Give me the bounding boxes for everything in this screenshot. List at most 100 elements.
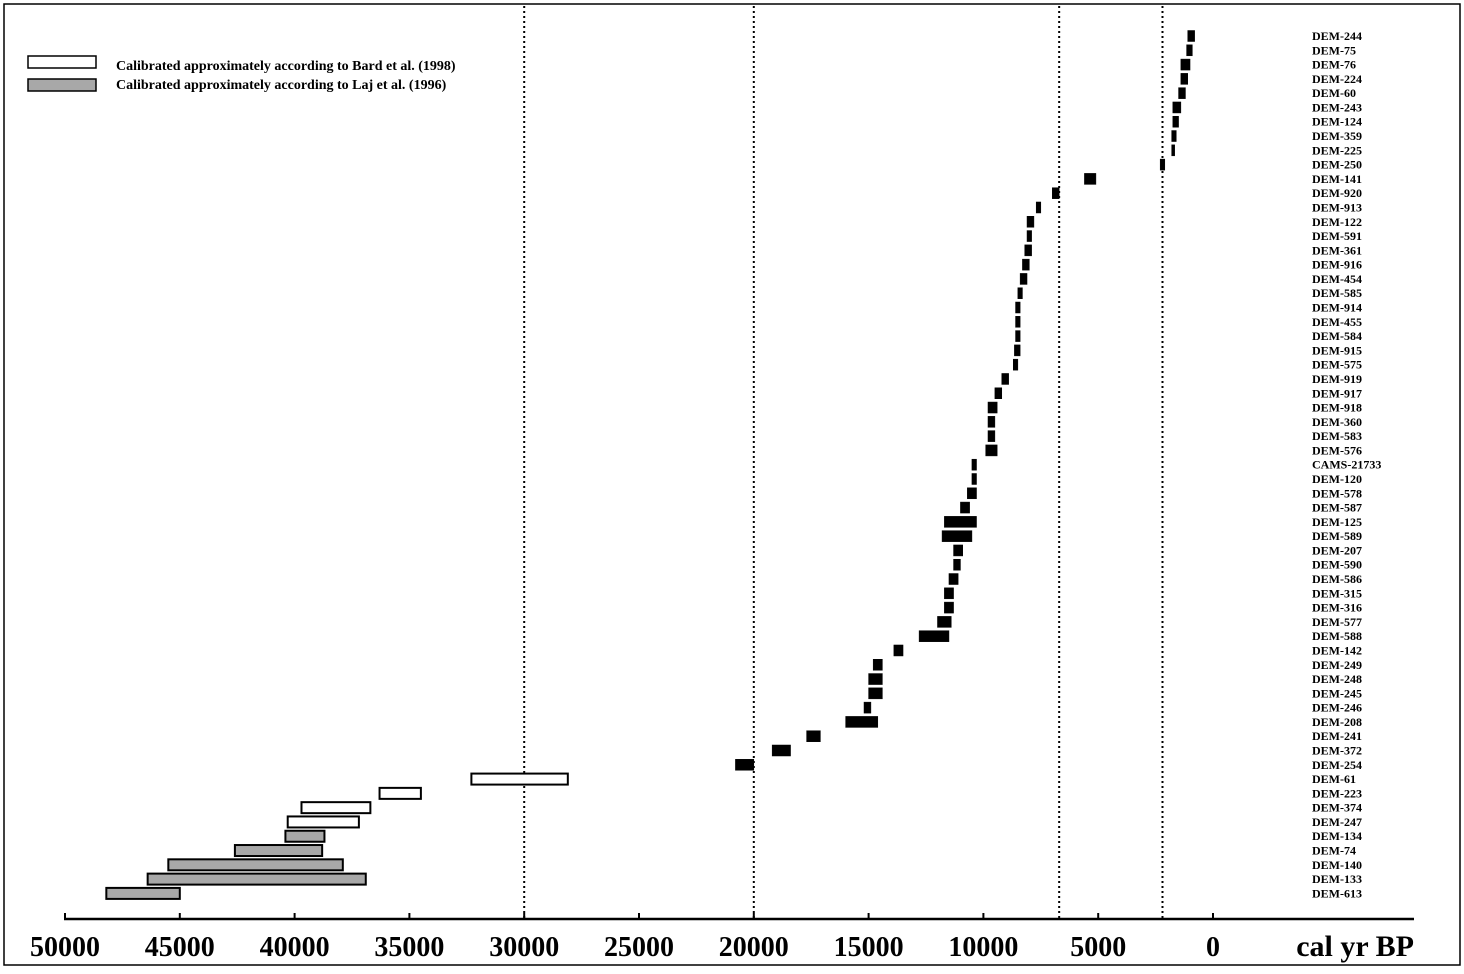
bar [233,844,324,858]
tick-label: 35000 [374,932,444,963]
bar [1017,287,1023,299]
row-label: DEM-60 [1312,86,1356,100]
row-label: DEM-578 [1312,486,1362,500]
row-label: DEM-575 [1312,358,1362,372]
bar [967,487,977,500]
row-label: DEM-245 [1312,686,1362,700]
bar [845,716,879,728]
bar [806,730,821,742]
bar [1172,101,1182,114]
bar [1019,273,1028,285]
row-label: DEM-74 [1312,844,1356,858]
legend-swatch-laj [27,78,97,92]
tick-label: 45000 [145,932,215,963]
chart-border [3,3,1461,966]
row-label: DEM-124 [1312,115,1362,129]
row-label: DEM-122 [1312,215,1362,229]
bar [987,416,996,428]
row-label: DEM-372 [1312,744,1362,758]
bar [953,544,963,557]
bar [1171,144,1175,157]
row-label: DEM-455 [1312,315,1362,329]
row-label: DEM-584 [1312,329,1362,343]
row-label: DEM-374 [1312,801,1362,815]
row-label: DEM-246 [1312,701,1362,715]
bar [286,815,360,829]
row-label: DEM-361 [1312,243,1362,257]
row-label: DEM-76 [1312,58,1356,72]
row-label: DEM-914 [1312,301,1362,315]
row-label: DEM-917 [1312,386,1362,400]
bar [971,458,977,471]
bar [1052,187,1060,199]
x-axis-title: cal yr BP [1296,930,1414,963]
row-label: DEM-919 [1312,372,1362,386]
tick-label: 0 [1206,932,1220,963]
row-label: DEM-589 [1312,529,1362,543]
bar [300,801,372,815]
row-label: DEM-916 [1312,258,1362,272]
bar [735,759,755,771]
bar [971,473,977,485]
row-label: DEM-454 [1312,272,1362,286]
legend-label-bard: Calibrated approximately according to Ba… [116,59,456,74]
row-label: DEM-915 [1312,343,1362,357]
bar [1015,330,1021,342]
row-label: DEM-360 [1312,415,1362,429]
row-label: DEM-133 [1312,872,1362,886]
bar [872,659,883,671]
tick-label: 40000 [260,932,330,963]
bar [868,673,883,685]
row-label: DEM-586 [1312,572,1362,586]
row-label: DEM-120 [1312,472,1362,486]
row-label: DEM-208 [1312,715,1362,729]
legend-label-laj: Calibrated approximately according to La… [116,78,447,93]
tick-label: 5000 [1070,932,1126,963]
bar [868,687,883,700]
bar [1187,30,1195,42]
bar [1015,301,1021,314]
bar [1026,216,1035,228]
bar [1015,316,1021,328]
bar [1022,258,1030,271]
tick-label: 10000 [948,932,1018,963]
row-label: DEM-75 [1312,43,1356,57]
row-label: CAMS-21733 [1312,458,1381,472]
bar [378,786,422,800]
bar [944,601,954,614]
bar [284,829,326,843]
row-label: DEM-142 [1312,643,1362,657]
row-label: DEM-583 [1312,429,1362,443]
row-label: DEM-225 [1312,143,1362,157]
bar [1014,344,1021,357]
bar [1186,44,1193,57]
row-label: DEM-223 [1312,786,1362,800]
bar [987,430,996,442]
bar [960,501,970,514]
legend-swatch-bard [27,55,97,69]
row-label: DEM-134 [1312,829,1362,843]
tick-label: 30000 [489,932,559,963]
bar [1180,58,1191,71]
bar [987,401,998,414]
bar [1180,73,1188,85]
row-label: DEM-244 [1312,29,1362,43]
row-label: DEM-247 [1312,815,1362,829]
row-label: DEM-248 [1312,672,1362,686]
bar [1024,244,1032,257]
tick-label: 50000 [30,932,100,963]
bar [863,701,872,714]
row-label: DEM-125 [1312,515,1362,529]
row-label: DEM-140 [1312,858,1362,872]
bar [893,644,904,657]
x-ticks: 50000 45000 40000 35000 30000 25000 20000 15000… [30,913,1220,963]
bar [1172,115,1179,128]
row-label: DEM-920 [1312,186,1362,200]
bar [918,630,950,642]
row-label: DEM-590 [1312,558,1362,572]
bar [953,558,961,571]
row-label: DEM-315 [1312,586,1362,600]
data-bars [105,30,1195,900]
row-label: DEM-61 [1312,772,1356,786]
row-label: DEM-141 [1312,172,1362,186]
